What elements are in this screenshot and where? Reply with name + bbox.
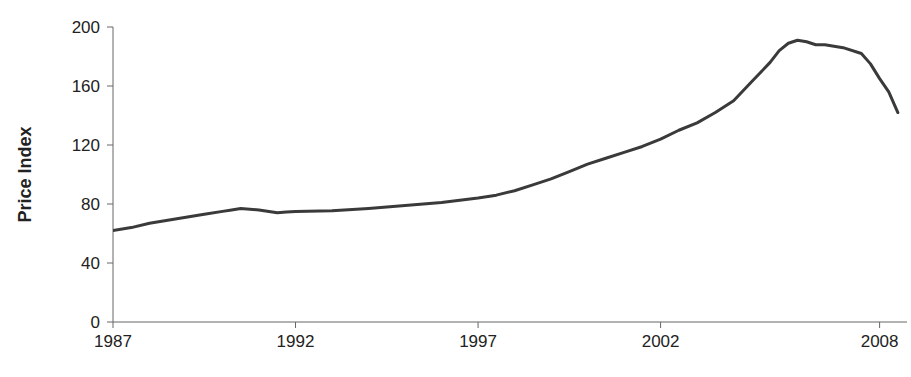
y-tick-label: 160 (72, 77, 100, 96)
x-axis-line (113, 322, 907, 323)
x-tick (660, 322, 661, 328)
chart: 0 40 80 120 160 200 1987 1992 1997 2002 2008 Price … (0, 0, 911, 377)
y-tick (107, 27, 113, 28)
y-tick-label: 120 (72, 136, 100, 155)
y-tick (107, 322, 113, 323)
x-tick (478, 322, 479, 328)
y-axis-line (113, 27, 114, 322)
x-tick-label: 1997 (459, 332, 497, 351)
y-tick (107, 204, 113, 205)
y-tick (107, 145, 113, 146)
y-tick-label: 40 (81, 254, 100, 273)
y-tick (107, 86, 113, 87)
x-tick-label: 1992 (277, 332, 315, 351)
y-tick (107, 263, 113, 264)
x-tick (879, 322, 880, 328)
x-tick-label: 2008 (861, 332, 899, 351)
y-tick-label: 0 (91, 313, 100, 332)
plot-area (113, 40, 898, 230)
price-line (113, 40, 898, 230)
x-tick (113, 322, 114, 328)
y-tick-label: 80 (81, 195, 100, 214)
y-tick-label: 200 (72, 18, 100, 37)
x-tick-label: 2002 (642, 332, 680, 351)
y-axis-label: Price Index (15, 126, 35, 222)
x-tick-label: 1987 (94, 332, 132, 351)
x-tick (295, 322, 296, 328)
